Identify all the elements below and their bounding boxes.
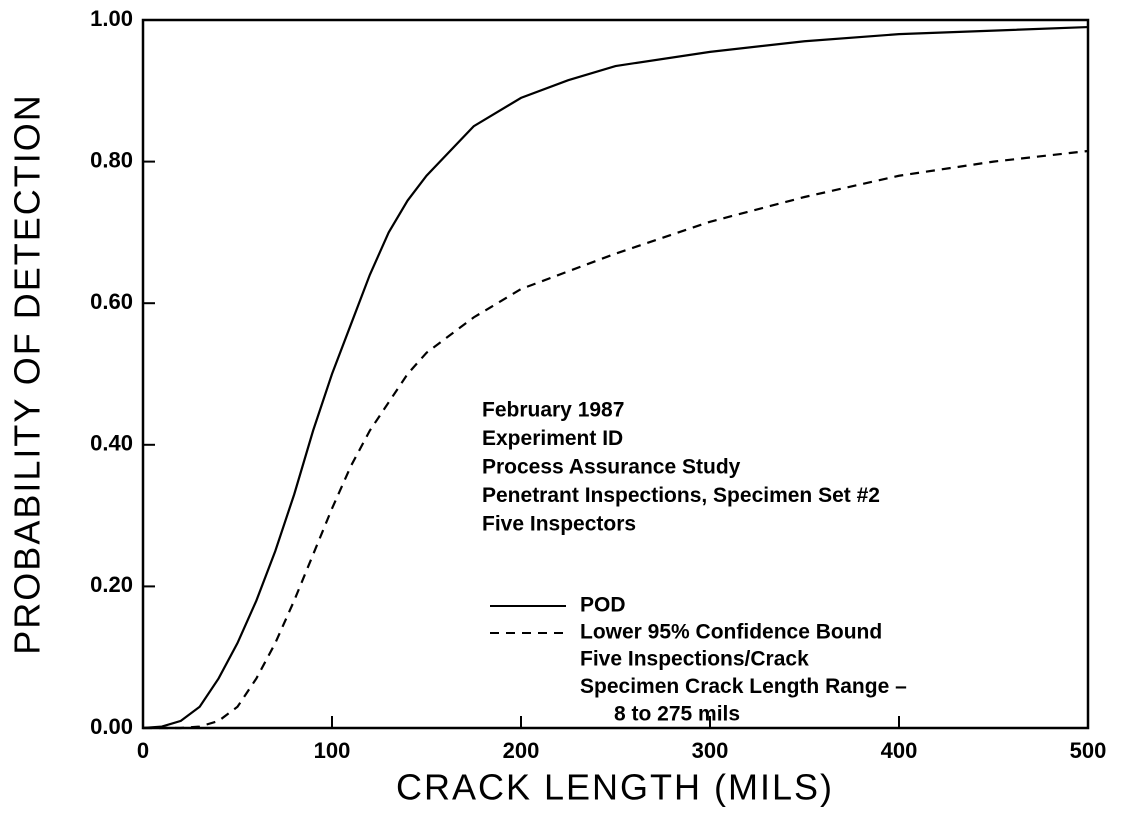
x-tick-label: 300	[692, 738, 729, 763]
legend-label: POD	[580, 594, 626, 617]
x-tick-label: 400	[881, 738, 918, 763]
x-tick-label: 500	[1070, 738, 1107, 763]
y-tick-label: 0.60	[90, 289, 133, 314]
legend-note: 8 to 275 mils	[614, 703, 740, 726]
annotation: Five Inspectors	[482, 513, 636, 536]
y-axis-label: PROBABILITY OF DETECTION	[7, 93, 48, 654]
x-tick-label: 200	[503, 738, 540, 763]
legend-label: Lower 95% Confidence Bound	[580, 621, 882, 644]
series-line	[143, 149, 1089, 730]
legend-note: Five Inspections/Crack	[580, 648, 809, 671]
y-tick-label: 0.20	[90, 572, 133, 597]
annotation: Process Assurance Study	[482, 456, 741, 479]
legend-note: Specimen Crack Length Range –	[580, 675, 907, 698]
y-tick-label: 0.00	[90, 714, 133, 739]
x-axis-label: CRACK LENGTH (MILS)	[396, 767, 834, 808]
series-line	[142, 25, 1089, 730]
y-tick-label: 0.80	[90, 147, 133, 172]
x-tick-label: 0	[137, 738, 149, 763]
annotation: February 1987	[482, 399, 624, 422]
plot-frame	[141, 18, 1090, 730]
y-tick-label: 0.40	[90, 431, 133, 456]
annotation: Penetrant Inspections, Specimen Set #2	[482, 484, 880, 507]
annotation: Experiment ID	[482, 427, 623, 450]
y-tick-label: 1.00	[90, 6, 133, 31]
x-tick-label: 100	[314, 738, 351, 763]
